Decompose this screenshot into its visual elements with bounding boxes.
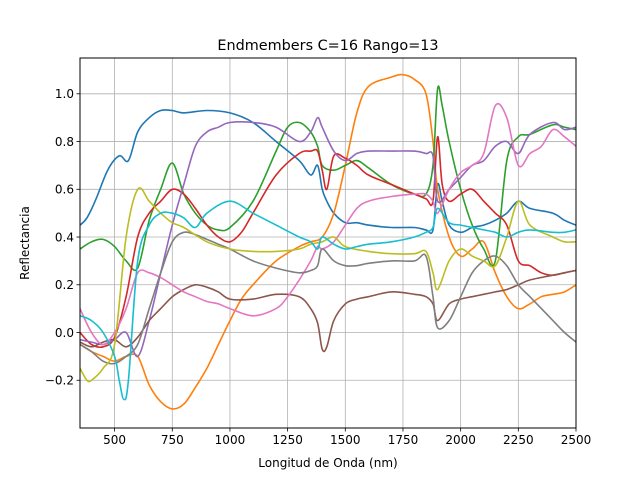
- series-line-8: [80, 231, 576, 365]
- y-tick-label: 0.6: [55, 183, 74, 197]
- y-tick-label: 1.0: [55, 87, 74, 101]
- x-tick-label: 1000: [215, 433, 246, 447]
- x-tick-label: 750: [161, 433, 184, 447]
- x-tick-label: 1500: [330, 433, 361, 447]
- x-tick-label: 2500: [561, 433, 592, 447]
- x-tick-label: 1250: [272, 433, 303, 447]
- x-axis-ticks: 500 750 1000 1250 1500 1750 2000 2250 2500: [103, 428, 591, 447]
- series-line-10: [80, 200, 576, 401]
- series-line-6: [80, 269, 576, 353]
- series-line-9: [80, 187, 576, 383]
- plot-frame: [79, 57, 577, 429]
- y-tick-label: 0.0: [55, 326, 74, 340]
- series-layer: [80, 73, 576, 410]
- chart-title: Endmembers C=16 Rango=13: [217, 38, 438, 54]
- series-line-2: [80, 73, 576, 410]
- series-line-5: [80, 116, 576, 358]
- x-tick-label: 2250: [503, 433, 534, 447]
- x-tick-label: 1750: [388, 433, 419, 447]
- y-tick-label: 0.2: [55, 278, 74, 292]
- series-line-4: [80, 135, 576, 349]
- y-axis-ticks: −0.2 0.0 0.2 0.4 0.6 0.8 1.0: [45, 87, 80, 388]
- x-tick-label: 2000: [445, 433, 476, 447]
- y-tick-label: −0.2: [45, 374, 74, 388]
- x-tick-label: 500: [103, 433, 126, 447]
- y-tick-label: 0.4: [55, 230, 74, 244]
- y-tick-label: 0.8: [55, 135, 74, 149]
- x-axis-label: Longitud de Onda (nm): [258, 456, 397, 470]
- y-axis-label: Reflectancia: [18, 206, 32, 280]
